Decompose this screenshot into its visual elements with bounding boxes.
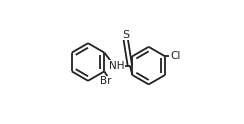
Text: NH: NH xyxy=(109,61,124,71)
Text: Br: Br xyxy=(100,76,111,86)
Text: S: S xyxy=(122,30,129,40)
Text: Cl: Cl xyxy=(170,51,181,61)
